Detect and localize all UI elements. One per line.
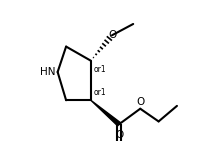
Text: or1: or1 [94,88,106,97]
Text: O: O [115,130,123,141]
Text: HN: HN [40,67,55,77]
Text: O: O [108,30,116,40]
Polygon shape [91,100,121,126]
Text: O: O [136,97,144,107]
Text: or1: or1 [94,65,106,74]
